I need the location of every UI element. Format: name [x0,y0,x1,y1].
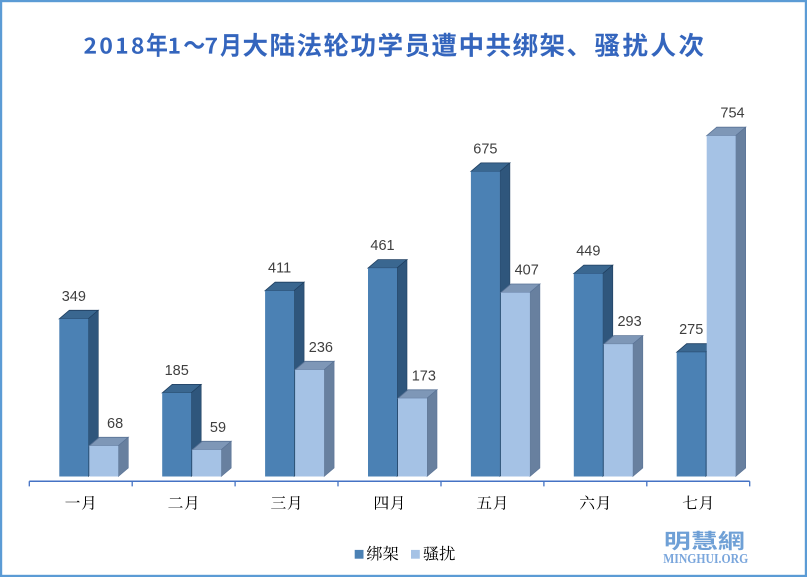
svg-text:754: 754 [720,106,744,122]
svg-text:349: 349 [62,289,86,305]
svg-text:173: 173 [412,368,436,384]
svg-text:236: 236 [309,340,333,356]
svg-text:411: 411 [268,261,291,277]
svg-text:185: 185 [165,363,189,379]
svg-text:68: 68 [107,416,123,432]
svg-text:MINGHUI.ORG: MINGHUI.ORG [663,551,748,566]
svg-text:59: 59 [210,420,226,436]
svg-text:407: 407 [515,263,539,279]
svg-text:449: 449 [576,244,600,260]
svg-text:293: 293 [617,314,641,330]
svg-text:675: 675 [473,141,497,157]
svg-text:461: 461 [370,238,394,254]
svg-text:275: 275 [679,322,703,338]
